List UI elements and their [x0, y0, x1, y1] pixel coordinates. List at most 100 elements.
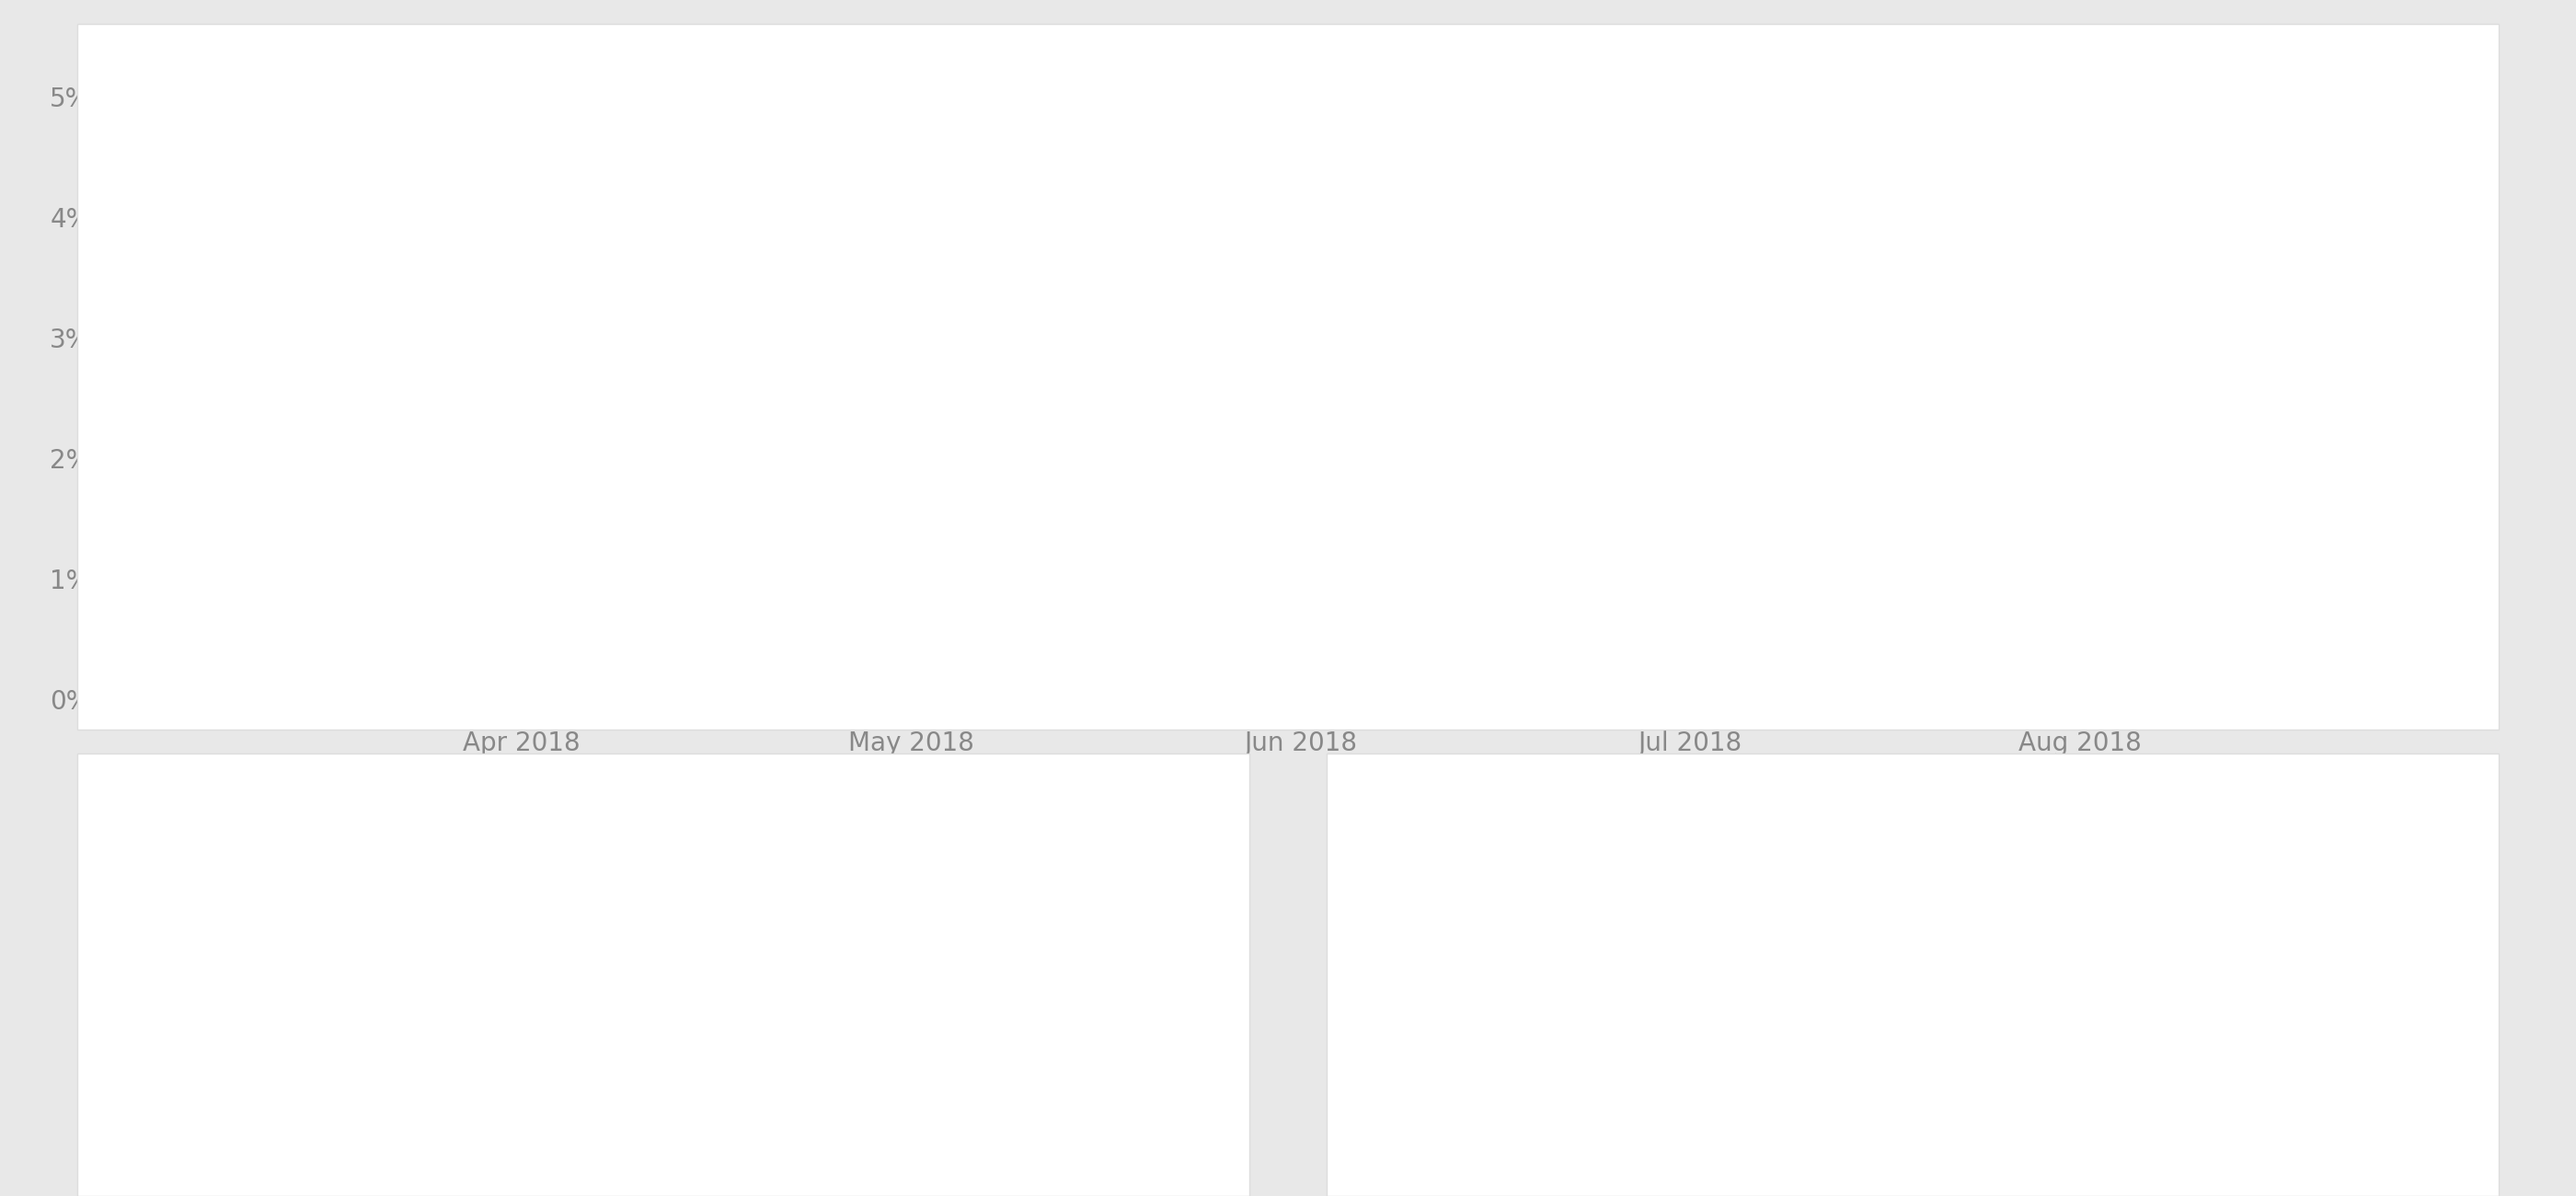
Point	[989, 439, 1030, 458]
Point	[209, 669, 250, 688]
Wedge shape	[1978, 1006, 2058, 1069]
Legend: BitClub: BitClub	[598, 585, 742, 626]
Point	[1319, 358, 1360, 377]
Point	[1525, 274, 1566, 293]
Point	[734, 543, 775, 562]
Wedge shape	[1919, 864, 2058, 1009]
Point	[1795, 145, 1837, 164]
Point	[755, 536, 796, 555]
Point	[598, 579, 639, 598]
Point	[2391, 346, 2432, 365]
Point	[492, 639, 533, 658]
Point	[510, 629, 551, 648]
Point	[1826, 126, 1868, 145]
Point	[1757, 169, 1798, 188]
Point	[1213, 346, 1255, 365]
Point	[2342, 313, 2383, 332]
Point	[1301, 366, 1342, 385]
Point	[1904, 189, 1945, 208]
Point	[268, 648, 309, 667]
Point	[891, 478, 933, 498]
Point	[1105, 391, 1146, 410]
Point	[1435, 310, 1476, 329]
Point	[1914, 216, 1955, 236]
Point	[1252, 346, 1293, 365]
Point	[822, 507, 863, 526]
Point	[247, 654, 289, 673]
Point	[180, 671, 222, 690]
Point	[366, 605, 407, 624]
Point	[969, 446, 1010, 465]
Point	[170, 673, 211, 692]
Point	[1659, 216, 1700, 236]
Point	[1602, 242, 1643, 261]
Point	[804, 515, 845, 535]
Point	[1718, 193, 1759, 212]
Point	[2020, 325, 2061, 344]
Point	[415, 635, 456, 654]
Point	[1084, 398, 1126, 417]
Point	[160, 676, 201, 695]
Point	[1115, 386, 1157, 405]
Wedge shape	[1803, 1038, 1904, 1137]
Point	[1834, 121, 1875, 140]
Point	[461, 654, 502, 673]
Point	[1728, 185, 1770, 205]
Point	[1592, 246, 1633, 266]
Point	[149, 678, 191, 697]
Point	[667, 557, 708, 576]
Point	[2439, 366, 2481, 385]
Point	[229, 660, 270, 679]
Point	[1515, 277, 1556, 297]
Point	[1221, 342, 1262, 361]
Point	[374, 611, 415, 630]
Point	[1932, 266, 1973, 285]
Point	[384, 617, 425, 636]
Point	[1883, 133, 1924, 152]
Point	[2293, 254, 2334, 273]
Point	[2233, 161, 2275, 181]
Point	[191, 669, 232, 688]
Point	[1406, 322, 1448, 341]
Point	[1924, 242, 1965, 261]
Point	[1708, 197, 1749, 216]
Point	[1347, 346, 1388, 365]
Point	[2362, 330, 2403, 349]
Point	[1036, 419, 1077, 438]
Point	[2128, 189, 2169, 208]
Point	[1466, 298, 1507, 317]
Point	[1046, 415, 1087, 434]
Point	[1388, 330, 1430, 349]
Legend: 0x20fff000, 0x2000e000: 0x20fff000, 0x2000e000	[1721, 585, 2117, 626]
Point	[2107, 221, 2148, 240]
Point	[677, 555, 719, 574]
Point	[531, 617, 572, 636]
Wedge shape	[531, 963, 608, 1052]
Point	[1028, 422, 1069, 441]
Point	[1231, 337, 1273, 356]
Point	[1066, 407, 1108, 426]
Point	[1018, 427, 1059, 446]
Point	[814, 512, 855, 531]
Point	[1358, 342, 1399, 361]
Point	[871, 487, 912, 506]
Point	[1865, 102, 1906, 121]
Point	[2264, 213, 2306, 232]
Point	[636, 567, 677, 586]
Point	[773, 527, 814, 547]
Point	[2012, 334, 2053, 353]
Point	[219, 664, 260, 683]
Point	[1739, 181, 1780, 200]
Wedge shape	[657, 865, 806, 989]
Point	[2050, 298, 2092, 317]
Point	[1613, 238, 1654, 257]
Point	[1669, 213, 1710, 232]
Point	[1172, 361, 1213, 380]
Point	[1631, 228, 1672, 248]
Point	[1494, 286, 1535, 305]
Point	[131, 683, 173, 702]
Point	[142, 681, 183, 700]
Point	[541, 611, 582, 630]
Point	[2166, 133, 2208, 152]
Point	[1971, 337, 2012, 356]
